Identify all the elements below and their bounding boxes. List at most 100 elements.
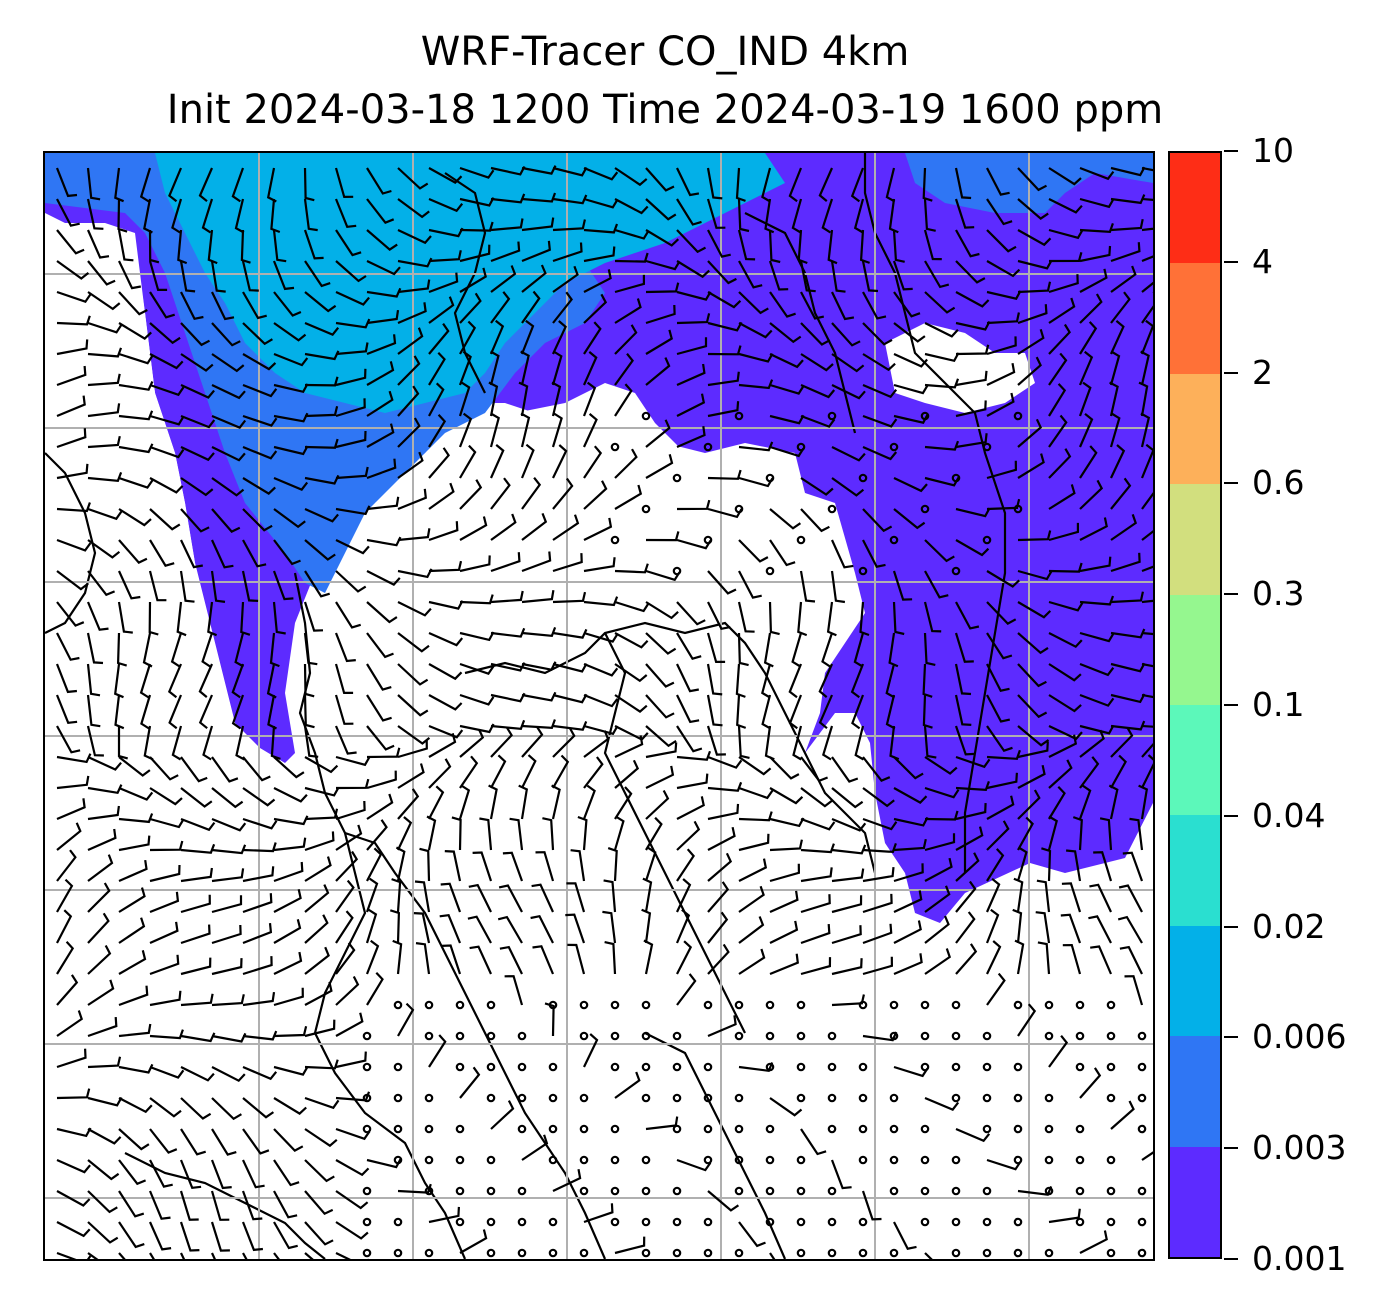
wind-barb [397,355,421,386]
wind-barb [614,694,648,713]
wind-barb [707,755,743,769]
wind-barb [1079,479,1104,510]
wind-barb [211,446,246,462]
wind-barb [56,878,74,913]
wind-barb [955,229,980,258]
wind-barb-calm [1106,1031,1116,1041]
wind-barb-calm [765,1217,775,1227]
wind-barb [397,279,431,294]
wind-barb [335,800,366,821]
wind-barb [87,472,123,482]
wind-barb [467,915,492,944]
wind-barb-calm [858,1000,868,1010]
wind-barb [56,822,82,851]
wind-barb-calm [362,1093,372,1103]
wind-barb-calm [579,1093,589,1103]
wind-barb [56,909,73,944]
wind-barb [738,858,768,882]
wind-barb [179,570,195,603]
wind-barb [769,383,805,395]
wind-barb-calm [827,1217,837,1227]
wind-barb [565,913,586,944]
wind-barb [769,508,802,530]
coastlines [45,153,1007,1259]
wind-barb [892,260,913,291]
wind-barb [139,167,152,203]
wind-barb [885,663,896,699]
wind-barb [180,843,216,854]
wind-barb [1048,383,1067,417]
wind-barb [273,1097,307,1115]
wind-barb [583,223,619,234]
wind-barb [707,601,731,631]
wind-barb [335,1190,369,1210]
wind-barb [707,943,730,975]
wind-barb [769,839,803,852]
wind-barb [1141,724,1153,728]
wind-barb-calm [1075,1062,1085,1072]
wind-barb [87,347,123,358]
wind-barb [1110,754,1127,789]
wind-barb [335,1221,369,1240]
wind-barb [1017,741,1049,759]
wind-barb [207,229,218,265]
wind-barb [1048,786,1066,820]
wind-barb [273,508,306,529]
wind-barb [366,1158,402,1169]
wind-barb [924,352,960,363]
wind-barb [645,789,670,820]
coastline [124,1152,326,1259]
wind-barb [1017,1003,1037,1037]
wind-barb [458,412,473,448]
wind-barb-calm [1075,1124,1085,1134]
wind-barb [552,1169,582,1192]
wind-barb [831,353,865,373]
wind-barb [552,265,579,293]
wind-barb-calm [455,1031,465,1041]
wind-barb [831,384,866,400]
wind-barb [768,601,780,636]
wind-barb [800,894,831,914]
wind-barb [614,167,648,187]
colorbar-tick-label: 2 [1252,352,1273,392]
wind-barb [788,694,803,730]
wind-barb [87,539,121,559]
wind-barb [458,784,471,820]
wind-barb [986,772,1018,790]
wind-barb [985,908,1000,944]
wind-barb-calm [920,1031,930,1041]
wind-barb-calm [734,1186,744,1196]
wind-barb [826,601,837,637]
tracer-map [45,153,1153,1259]
wind-barb [490,265,517,293]
wind-barb [986,167,1010,196]
wind-barb [211,414,247,429]
wind-barb [273,756,305,779]
wind-barb [490,627,526,638]
wind-barb [118,917,146,944]
wind-barb [924,915,950,944]
wind-barb [888,198,899,234]
wind-barb [986,848,1005,882]
wind-barb [643,939,654,975]
wind-barb [645,531,680,542]
wind-barb-calm [889,442,899,452]
wind-barb [566,882,586,913]
wind-barb-calm [393,1124,403,1134]
wind-barb [1089,883,1112,913]
wind-barb [955,433,988,449]
wind-barb [149,864,181,883]
wind-barb-calm [362,1031,372,1041]
wind-barb [1079,729,1105,758]
wind-barb [180,383,215,399]
wind-barb [923,198,936,232]
wind-barb-calm [827,1124,837,1134]
wind-barb [490,291,511,324]
wind-barb [531,883,555,913]
wind-barb [270,198,281,234]
colorbar-tick [1224,482,1238,485]
wind-barb [707,321,743,332]
wind-barb [851,694,865,730]
wind-barb [1079,595,1115,606]
colorbar-segment [1170,704,1220,816]
